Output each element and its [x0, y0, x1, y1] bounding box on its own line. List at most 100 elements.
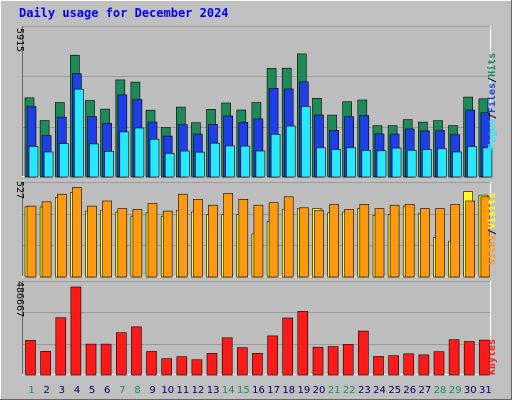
- pages-bar: [210, 142, 220, 178]
- pages-bar: [346, 147, 357, 178]
- x-tick-label: 3: [59, 385, 65, 396]
- x-tick-label: 27: [419, 385, 432, 396]
- sites-bar: [359, 204, 370, 278]
- kbytes-bar: [448, 339, 460, 376]
- x-tick-label: 14: [222, 385, 235, 396]
- pages-bar: [164, 153, 175, 178]
- sites-bar: [208, 204, 218, 278]
- series-axis-label-part: /: [487, 113, 498, 119]
- x-tick-label: 23: [358, 385, 371, 396]
- kbytes-bar: [312, 346, 324, 376]
- y-max-label: 486667: [14, 281, 25, 317]
- kbytes-bar: [206, 352, 218, 376]
- series-axis-label: Pages/Files/Hits: [486, 53, 498, 149]
- pages-bar: [285, 125, 296, 178]
- x-tick-label: 26: [403, 385, 416, 396]
- kbytes-bar: [55, 317, 67, 376]
- kbytes-bar: [357, 330, 369, 376]
- kbytes-bar: [252, 352, 263, 376]
- sites-bar: [268, 202, 279, 278]
- sites-bar: [193, 199, 203, 278]
- kbytes-bar: [433, 351, 445, 376]
- pages-bar: [467, 146, 478, 178]
- kbytes-bar: [267, 335, 278, 376]
- sites-bar: [329, 204, 339, 278]
- pages-bar: [255, 150, 266, 178]
- series-axis-label-part: Pages: [487, 119, 498, 149]
- kbytes-bar: [25, 339, 36, 376]
- sites-bar: [480, 196, 491, 278]
- x-tick-label: 29: [449, 385, 462, 396]
- pages-bar: [89, 143, 99, 178]
- kbytes-bar: [116, 332, 127, 376]
- x-tick-label: 2: [44, 385, 50, 396]
- sites-bar: [298, 207, 309, 278]
- pages-bar: [300, 106, 311, 178]
- pages-bar: [316, 147, 326, 178]
- sites-bar: [238, 199, 249, 278]
- kbytes-bar: [463, 341, 475, 376]
- pages-bar: [270, 134, 281, 178]
- series-axis-label: Sites/Visits: [486, 193, 498, 265]
- sites-bar: [404, 204, 415, 278]
- x-tick-label: 9: [149, 385, 155, 396]
- kbytes-bar: [282, 317, 294, 376]
- x-tick-label: 21: [328, 385, 341, 396]
- sites-bar: [162, 210, 173, 278]
- series-axis-label-part: Hits: [486, 53, 498, 77]
- kbytes-bar: [70, 286, 82, 376]
- pages-bar: [180, 150, 190, 178]
- x-tick-label: 4: [74, 385, 80, 396]
- series-axis-label: KBytes: [487, 339, 498, 375]
- pages-bar: [58, 143, 69, 178]
- kbytes-bar: [176, 356, 188, 376]
- y-max-label: 527: [14, 181, 25, 199]
- kbytes-bar: [388, 355, 399, 376]
- pages-bar: [376, 150, 387, 178]
- kbytes-bar: [146, 351, 157, 376]
- series-axis-label-part: Files: [486, 83, 498, 113]
- pages-bar: [119, 131, 130, 178]
- sites-bar: [26, 205, 37, 278]
- x-tick-label: 16: [252, 385, 265, 396]
- kbytes-bar: [403, 353, 415, 376]
- x-tick-label: 11: [177, 385, 190, 396]
- kbytes-bar: [297, 311, 309, 376]
- pages-bar: [437, 148, 447, 178]
- sites-bar: [56, 193, 67, 278]
- pages-bar: [43, 151, 54, 178]
- sites-bar: [344, 209, 355, 278]
- kbytes-bar: [40, 350, 51, 376]
- series-axis-label-part: Sites: [486, 235, 498, 265]
- pages-bar: [28, 146, 39, 178]
- kbytes-bar: [373, 356, 384, 376]
- pages-bar: [225, 145, 235, 178]
- sites-bar: [223, 193, 233, 278]
- x-tick-label: 8: [134, 385, 140, 396]
- series-axis-label-part: Visits: [486, 193, 498, 229]
- kbytes-bar: [191, 359, 203, 376]
- sites-bar: [117, 208, 128, 278]
- x-tick-label: 5: [89, 385, 95, 396]
- sites-bar: [102, 200, 112, 278]
- sites-bar: [465, 200, 476, 278]
- kbytes-bar: [237, 347, 248, 376]
- x-tick-label: 22: [343, 385, 356, 396]
- x-tick-label: 24: [373, 385, 386, 396]
- chart-title: Daily usage for December 2024: [19, 6, 229, 20]
- sites-bar: [147, 203, 158, 278]
- x-tick-label: 7: [119, 385, 125, 396]
- kbytes-bar: [131, 326, 142, 376]
- kbytes-bar: [100, 343, 112, 376]
- sites-bar: [72, 187, 82, 278]
- series-axis-label-part: KBytes: [487, 339, 498, 375]
- series-axis-label-part: /: [487, 77, 498, 83]
- x-tick-label: 6: [104, 385, 110, 396]
- kbytes-bar: [342, 344, 354, 376]
- pages-bar: [134, 127, 145, 178]
- pages-bar: [240, 145, 251, 178]
- x-tick-label: 30: [464, 385, 477, 396]
- sites-bar: [283, 196, 294, 278]
- kbytes-bar: [161, 358, 172, 376]
